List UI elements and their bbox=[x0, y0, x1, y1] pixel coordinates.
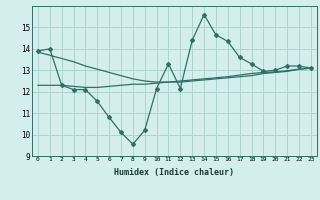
X-axis label: Humidex (Indice chaleur): Humidex (Indice chaleur) bbox=[115, 168, 234, 177]
